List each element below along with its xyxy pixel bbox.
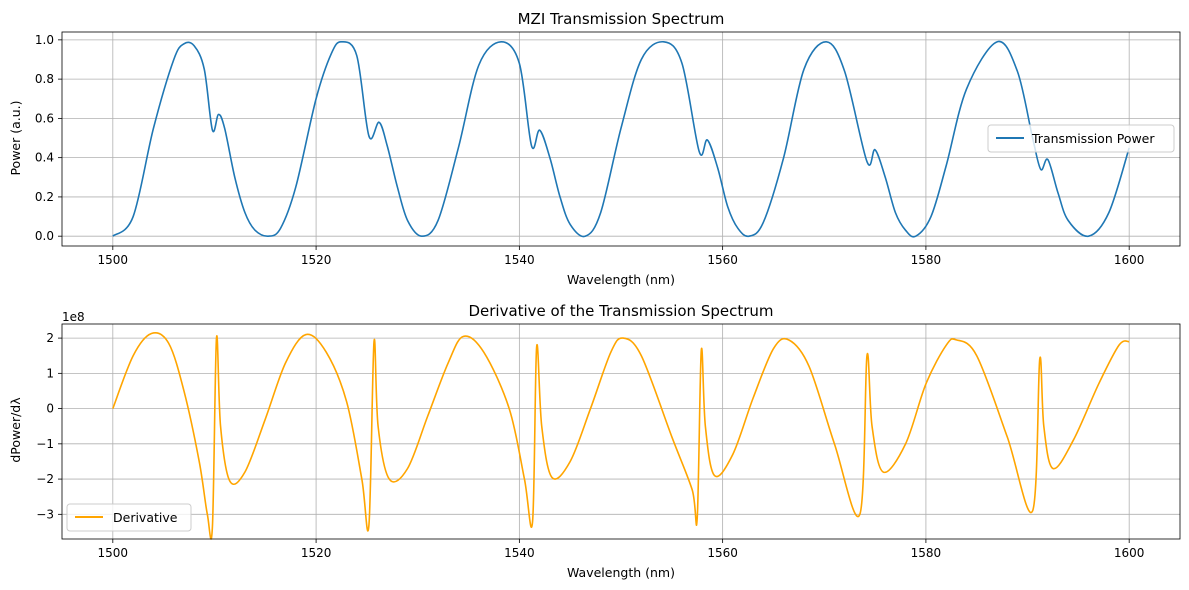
x-tick-label: 1580 <box>911 253 942 267</box>
legend: Transmission Power <box>987 124 1175 153</box>
transmission-chart: MZI Transmission Spectrum 1500 1520 1540 15… <box>8 10 1181 287</box>
x-axis-label: Wavelength (nm) <box>567 272 675 287</box>
derivative-chart: Derivative of the Transmission Spectrum … <box>8 302 1181 580</box>
x-tick-label: 1560 <box>707 253 738 267</box>
y-axis-label: Power (a.u.) <box>8 100 23 175</box>
grid <box>62 32 1180 246</box>
chart-title: Derivative of the Transmission Spectrum <box>468 302 773 320</box>
axes-frame <box>61 323 1181 540</box>
y-axis-label: dPower/dλ <box>8 397 23 463</box>
x-axis-label: Wavelength (nm) <box>567 565 675 580</box>
legend-label-derivative: Derivative <box>113 510 178 525</box>
y-tick-label: −1 <box>36 437 54 451</box>
chart-title: MZI Transmission Spectrum <box>518 10 725 28</box>
series <box>112 332 1130 540</box>
ticks: 1500 1520 1540 1560 1580 1600 0.0 0.2 0.4 0.6 0.8 1… <box>35 33 1145 267</box>
y-tick-label: −2 <box>36 472 54 486</box>
legend: Derivative <box>66 503 192 532</box>
legend-label-transmission: Transmission Power <box>1031 131 1155 146</box>
y-tick-label: 0.4 <box>35 151 54 165</box>
y-tick-label: 0.6 <box>35 111 54 125</box>
x-tick-label: 1500 <box>98 546 129 560</box>
y-scale-offset: 1e8 <box>62 310 85 324</box>
x-tick-label: 1560 <box>707 546 738 560</box>
y-tick-label: 1.0 <box>35 33 54 47</box>
ticks: 1500 1520 1540 1560 1580 1600 −3 −2 −1 0 1 2 <box>36 331 1144 560</box>
x-tick-label: 1580 <box>911 546 942 560</box>
y-tick-label: 0 <box>46 402 54 416</box>
y-tick-label: 1 <box>46 366 54 380</box>
y-tick-label: 0.2 <box>35 190 54 204</box>
y-tick-label: 0.8 <box>35 72 54 86</box>
x-tick-label: 1520 <box>301 253 332 267</box>
y-tick-label: 0.0 <box>35 229 54 243</box>
x-tick-label: 1600 <box>1114 253 1145 267</box>
x-tick-label: 1540 <box>504 546 535 560</box>
x-tick-label: 1540 <box>504 253 535 267</box>
series <box>112 40 1130 238</box>
series-line-transmission-power <box>112 40 1130 238</box>
axes-frame <box>61 31 1181 247</box>
x-tick-label: 1520 <box>301 546 332 560</box>
y-tick-label: −3 <box>36 507 54 521</box>
legend-box <box>987 124 1175 153</box>
y-tick-label: 2 <box>46 331 54 345</box>
x-tick-label: 1500 <box>98 253 129 267</box>
x-tick-label: 1600 <box>1114 546 1145 560</box>
legend-box <box>66 503 192 532</box>
series-line-derivative <box>112 332 1130 540</box>
